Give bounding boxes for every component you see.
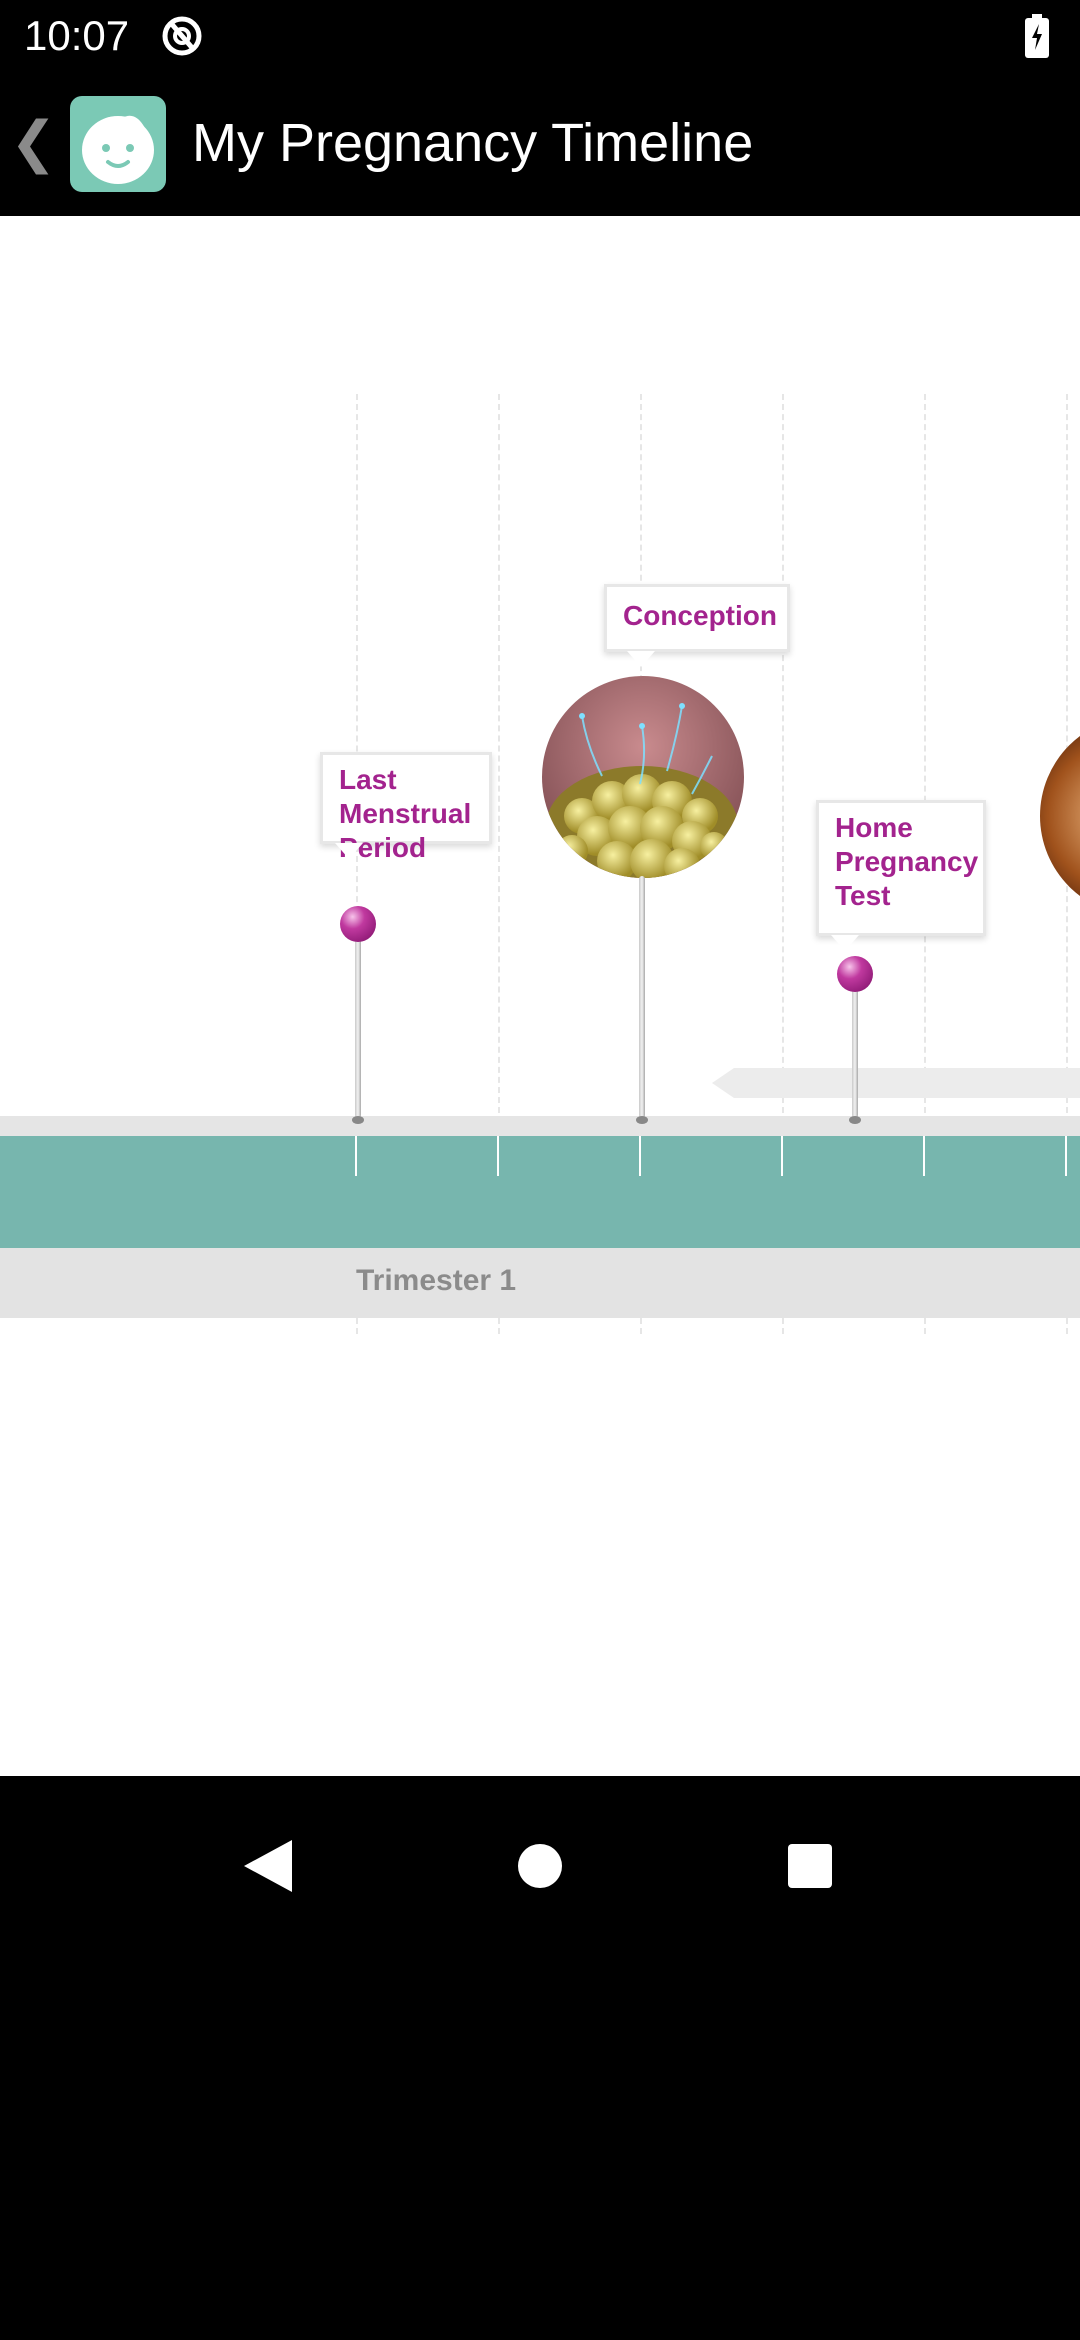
nav-home-icon[interactable] <box>500 1826 580 1906</box>
battery-icon <box>1025 14 1049 58</box>
event-callout[interactable]: Home Pregnancy Test <box>816 800 986 951</box>
pin-stem <box>852 972 858 1118</box>
system-nav-bar <box>0 1776 1080 2340</box>
app-bar: ❮ My Pregnancy Timeline <box>0 72 1080 216</box>
week-band[interactable] <box>0 1136 1080 1248</box>
grid-line <box>782 394 784 1334</box>
week-tick <box>1065 1136 1067 1176</box>
pin-head-icon[interactable] <box>340 906 376 942</box>
page-title: My Pregnancy Timeline <box>192 113 754 173</box>
week-tick <box>923 1136 925 1176</box>
grid-line <box>498 394 500 1334</box>
callout-tail <box>335 843 363 859</box>
week-tick <box>355 1136 357 1176</box>
event-callout[interactable]: Conception <box>604 584 790 667</box>
callout-tail <box>831 935 859 951</box>
pin-base <box>849 1116 861 1124</box>
pin-base <box>636 1116 648 1124</box>
event-label: Conception <box>623 600 777 631</box>
ultrasound-image-icon <box>1040 716 1080 916</box>
pin-base <box>352 1116 364 1124</box>
conception-image[interactable] <box>542 676 744 878</box>
egg-cells-icon <box>542 676 744 878</box>
scroll-arrow-icon[interactable] <box>712 1068 1080 1098</box>
next-event-image[interactable] <box>1040 716 1080 916</box>
app-logo <box>70 96 166 192</box>
pin-head-icon[interactable] <box>837 956 873 992</box>
week-tick <box>497 1136 499 1176</box>
trimester-label: Trimester 1 <box>356 1264 517 1297</box>
nav-recents-icon[interactable] <box>770 1826 850 1906</box>
event-label: Home Pregnancy Test <box>835 812 979 911</box>
timeline-axis <box>0 1116 1080 1138</box>
event-callout[interactable]: Last Menstrual Period <box>320 752 492 863</box>
week-tick <box>781 1136 783 1176</box>
pin-stem <box>639 876 645 1118</box>
timeline-canvas[interactable]: Trimester 1 Last Menstrual Period Concep… <box>0 216 1080 1776</box>
trimester-band <box>0 1248 1080 1318</box>
nav-back-icon[interactable] <box>230 1826 310 1906</box>
sync-icon <box>162 16 202 56</box>
back-chevron-icon[interactable]: ❮ <box>10 110 57 173</box>
callout-tail <box>627 651 655 667</box>
grid-line <box>356 394 358 1334</box>
week-tick <box>639 1136 641 1176</box>
pin-stem <box>355 922 361 1118</box>
status-time: 10:07 <box>24 12 130 59</box>
baby-face-icon <box>82 115 154 184</box>
status-bar: 10:07 <box>0 0 1080 72</box>
